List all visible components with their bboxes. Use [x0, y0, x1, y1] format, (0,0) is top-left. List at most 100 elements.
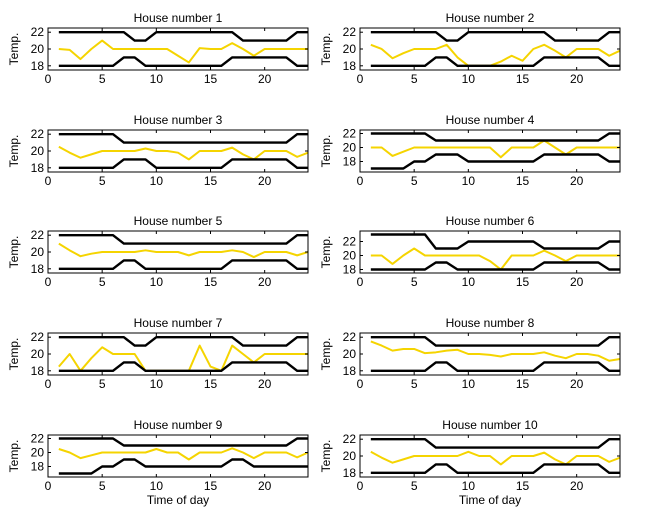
y-axis-label: Temp. — [319, 33, 333, 66]
y-tick-label: 18 — [343, 59, 357, 73]
y-tick-label: 20 — [31, 42, 45, 56]
lower-bound-line — [370, 261, 620, 271]
axes-frame — [47, 434, 309, 478]
x-tick-label: 15 — [516, 174, 530, 188]
y-tick-label: 22 — [31, 432, 45, 446]
y-tick-label: 18 — [31, 460, 45, 474]
upper-bound-line — [370, 438, 620, 449]
x-tick-label: 5 — [99, 72, 106, 86]
x-tick-label: 5 — [411, 174, 418, 188]
x-tick-label: 10 — [462, 72, 476, 86]
y-tick-label: 20 — [31, 245, 45, 259]
y-tick-label: 18 — [31, 364, 45, 378]
chart-title: House number 5 — [134, 214, 223, 228]
x-tick-label: 20 — [570, 377, 584, 391]
temperature-series-line — [58, 145, 309, 161]
x-tick-label: 15 — [204, 174, 218, 188]
x-tick-label: 10 — [462, 275, 476, 289]
y-tick-label: 22 — [343, 25, 357, 39]
x-tick-label: 10 — [462, 174, 476, 188]
x-tick-label: 20 — [258, 275, 272, 289]
x-tick-label: 10 — [150, 174, 164, 188]
x-tick-label: 0 — [357, 479, 364, 493]
x-tick-label: 15 — [516, 275, 530, 289]
y-tick-label: 20 — [343, 449, 357, 463]
x-tick-label: 5 — [411, 275, 418, 289]
chart-title: House number 4 — [446, 113, 535, 127]
x-tick-label: 5 — [99, 275, 106, 289]
x-tick-label: 5 — [99, 479, 106, 493]
lower-bound-line — [370, 361, 620, 372]
x-tick-label: 15 — [204, 479, 218, 493]
x-tick-label: 20 — [570, 275, 584, 289]
x-tick-label: 5 — [411, 377, 418, 391]
chart-title: House number 9 — [134, 418, 223, 432]
upper-bound-line — [58, 336, 308, 347]
y-tick-label: 22 — [31, 228, 45, 242]
x-tick-label: 10 — [462, 479, 476, 493]
axes-frame — [359, 129, 621, 173]
y-tick-label: 18 — [31, 59, 45, 73]
x-tick-label: 20 — [570, 174, 584, 188]
x-tick-label: 20 — [258, 377, 272, 391]
temperature-series-line — [58, 242, 309, 259]
x-tick-label: 10 — [150, 275, 164, 289]
x-tick-label: 10 — [150, 479, 164, 493]
chart-title: House number 7 — [134, 316, 223, 330]
x-tick-label: 0 — [45, 377, 52, 391]
x-tick-label: 15 — [204, 72, 218, 86]
upper-bound-line — [370, 31, 620, 42]
y-tick-label: 20 — [31, 347, 45, 361]
x-tick-label: 5 — [99, 377, 106, 391]
chart-title: House number 2 — [446, 11, 535, 25]
lower-bound-line — [58, 259, 308, 270]
y-tick-label: 22 — [31, 127, 45, 141]
lower-bound-line — [370, 56, 620, 67]
upper-bound-line — [58, 437, 308, 447]
x-tick-label: 0 — [357, 72, 364, 86]
x-tick-label: 15 — [516, 479, 530, 493]
temperature-series-line — [370, 450, 621, 466]
temperature-series-line — [370, 139, 620, 159]
x-tick-label: 20 — [258, 174, 272, 188]
upper-bound-line — [58, 133, 308, 144]
y-axis-label: Temp. — [7, 33, 21, 66]
upper-bound-line — [370, 336, 620, 347]
x-tick-label: 5 — [411, 479, 418, 493]
y-axis-label: Temp. — [319, 236, 333, 269]
y-axis-label: Temp. — [7, 135, 21, 168]
y-tick-label: 18 — [343, 364, 357, 378]
x-tick-label: 15 — [516, 377, 530, 391]
lower-bound-line — [370, 463, 620, 474]
chart-title: House number 3 — [134, 113, 223, 127]
y-tick-label: 20 — [343, 141, 357, 155]
temperature-series-line — [370, 340, 621, 362]
y-tick-label: 22 — [343, 330, 357, 344]
y-tick-label: 18 — [343, 263, 357, 277]
x-tick-label: 15 — [516, 72, 530, 86]
y-tick-label: 20 — [343, 347, 357, 361]
upper-bound-line — [58, 234, 308, 245]
x-tick-label: 0 — [45, 174, 52, 188]
x-tick-label: 0 — [45, 275, 52, 289]
y-axis-label: Temp. — [7, 338, 21, 371]
temperature-series-line — [58, 447, 309, 461]
axes-frame — [359, 230, 621, 274]
y-tick-label: 18 — [31, 161, 45, 175]
y-axis-label: Temp. — [319, 440, 333, 473]
y-axis-label: Temp. — [7, 236, 21, 269]
x-tick-label: 0 — [45, 72, 52, 86]
y-tick-label: 22 — [31, 330, 45, 344]
y-tick-label: 22 — [343, 127, 357, 141]
lower-bound-line — [58, 458, 308, 475]
y-axis-label: Temp. — [7, 440, 21, 473]
x-tick-label: 0 — [45, 479, 52, 493]
x-tick-label: 15 — [204, 275, 218, 289]
x-tick-label: 20 — [570, 72, 584, 86]
x-tick-label: 10 — [150, 377, 164, 391]
chart-title: House number 10 — [442, 418, 538, 432]
y-axis-label: Temp. — [319, 338, 333, 371]
y-tick-label: 22 — [343, 432, 357, 446]
temperature-series-line — [58, 344, 308, 372]
x-tick-label: 0 — [357, 174, 364, 188]
